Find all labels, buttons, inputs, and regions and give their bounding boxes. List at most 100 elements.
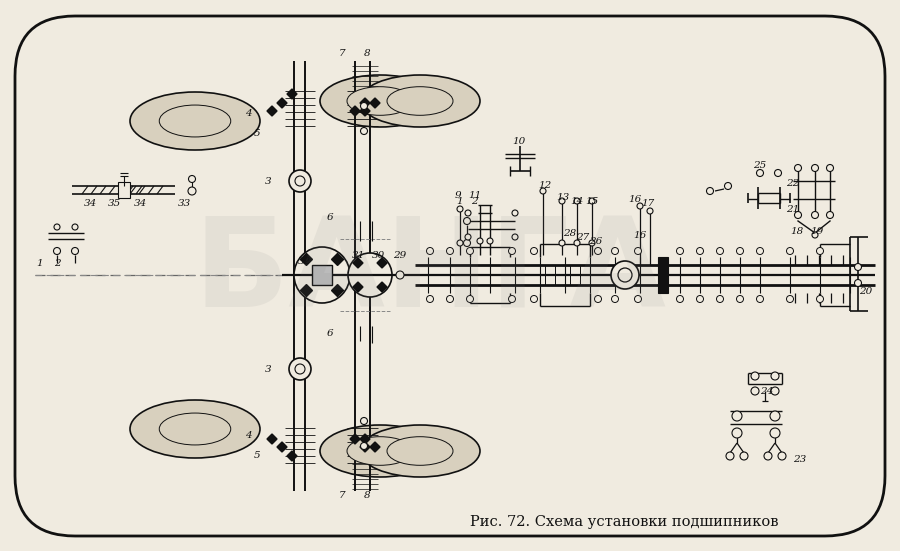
Circle shape bbox=[726, 452, 734, 460]
Circle shape bbox=[508, 247, 516, 255]
Circle shape bbox=[647, 208, 653, 214]
Circle shape bbox=[396, 271, 404, 279]
Ellipse shape bbox=[347, 87, 413, 115]
Ellipse shape bbox=[130, 400, 260, 458]
Polygon shape bbox=[277, 442, 287, 452]
Circle shape bbox=[812, 165, 818, 171]
Circle shape bbox=[757, 170, 763, 176]
Text: 11: 11 bbox=[468, 192, 482, 201]
Text: 19: 19 bbox=[810, 226, 824, 235]
Bar bbox=[658, 257, 668, 293]
Circle shape bbox=[348, 253, 392, 297]
Circle shape bbox=[530, 295, 537, 302]
Circle shape bbox=[770, 428, 780, 438]
Text: 6: 6 bbox=[327, 213, 333, 222]
Circle shape bbox=[72, 224, 78, 230]
Circle shape bbox=[446, 247, 454, 255]
Ellipse shape bbox=[320, 75, 440, 127]
Text: 1: 1 bbox=[456, 197, 464, 206]
Ellipse shape bbox=[387, 87, 453, 115]
Circle shape bbox=[854, 279, 861, 287]
Circle shape bbox=[446, 295, 454, 302]
Circle shape bbox=[677, 247, 683, 255]
Text: 13: 13 bbox=[556, 193, 570, 203]
Text: 4: 4 bbox=[245, 110, 251, 118]
Circle shape bbox=[751, 372, 759, 380]
Circle shape bbox=[589, 198, 595, 204]
Text: 29: 29 bbox=[393, 251, 407, 261]
Circle shape bbox=[188, 176, 195, 182]
Circle shape bbox=[787, 295, 794, 302]
Ellipse shape bbox=[360, 425, 480, 477]
Circle shape bbox=[764, 452, 772, 460]
Text: 30: 30 bbox=[372, 251, 384, 261]
Polygon shape bbox=[370, 98, 380, 108]
Circle shape bbox=[716, 247, 724, 255]
Circle shape bbox=[295, 176, 305, 186]
Circle shape bbox=[637, 203, 643, 209]
Polygon shape bbox=[331, 253, 344, 266]
Polygon shape bbox=[331, 284, 344, 296]
Circle shape bbox=[530, 247, 537, 255]
Text: 28: 28 bbox=[563, 230, 577, 239]
Text: 7: 7 bbox=[338, 491, 346, 500]
Circle shape bbox=[512, 210, 518, 216]
Circle shape bbox=[289, 358, 311, 380]
Text: 22: 22 bbox=[787, 179, 799, 187]
Circle shape bbox=[736, 295, 743, 302]
Polygon shape bbox=[301, 284, 312, 296]
Polygon shape bbox=[287, 451, 297, 461]
Text: 9: 9 bbox=[454, 192, 462, 201]
Text: 31: 31 bbox=[351, 251, 364, 261]
Text: 20: 20 bbox=[860, 287, 873, 295]
Text: 34: 34 bbox=[84, 199, 96, 208]
Circle shape bbox=[697, 295, 704, 302]
Text: 2: 2 bbox=[471, 197, 477, 206]
Circle shape bbox=[795, 212, 802, 219]
Circle shape bbox=[757, 247, 763, 255]
Text: 24: 24 bbox=[760, 386, 774, 396]
Text: БАНГA: БАНГA bbox=[194, 213, 667, 333]
Circle shape bbox=[540, 188, 546, 194]
Polygon shape bbox=[377, 282, 387, 292]
Circle shape bbox=[464, 240, 471, 246]
Polygon shape bbox=[353, 282, 363, 292]
Circle shape bbox=[361, 127, 367, 134]
Polygon shape bbox=[277, 98, 287, 108]
Circle shape bbox=[771, 372, 779, 380]
Circle shape bbox=[295, 364, 305, 374]
Circle shape bbox=[54, 224, 60, 230]
Polygon shape bbox=[360, 442, 370, 452]
Circle shape bbox=[634, 247, 642, 255]
Text: 16: 16 bbox=[634, 231, 646, 240]
Circle shape bbox=[559, 240, 565, 246]
Circle shape bbox=[677, 295, 683, 302]
Ellipse shape bbox=[387, 437, 453, 465]
Circle shape bbox=[466, 247, 473, 255]
Circle shape bbox=[611, 247, 618, 255]
Circle shape bbox=[361, 102, 367, 110]
Circle shape bbox=[464, 218, 471, 224]
Circle shape bbox=[427, 247, 434, 255]
Polygon shape bbox=[287, 89, 297, 99]
Text: 8: 8 bbox=[364, 491, 370, 500]
Ellipse shape bbox=[159, 105, 230, 137]
Circle shape bbox=[706, 187, 714, 195]
Text: 14: 14 bbox=[571, 197, 583, 206]
Polygon shape bbox=[360, 106, 370, 116]
Text: 35: 35 bbox=[108, 199, 122, 208]
Polygon shape bbox=[370, 442, 380, 452]
Polygon shape bbox=[301, 253, 312, 266]
Circle shape bbox=[574, 240, 580, 246]
Text: 4: 4 bbox=[245, 431, 251, 440]
Circle shape bbox=[294, 247, 350, 303]
Text: 7: 7 bbox=[338, 50, 346, 58]
Circle shape bbox=[289, 170, 311, 192]
Circle shape bbox=[427, 295, 434, 302]
Text: 3: 3 bbox=[265, 365, 271, 374]
Circle shape bbox=[795, 165, 802, 171]
Text: 21: 21 bbox=[787, 204, 799, 213]
Text: 17: 17 bbox=[642, 198, 654, 208]
Circle shape bbox=[487, 238, 493, 244]
Circle shape bbox=[361, 418, 367, 424]
